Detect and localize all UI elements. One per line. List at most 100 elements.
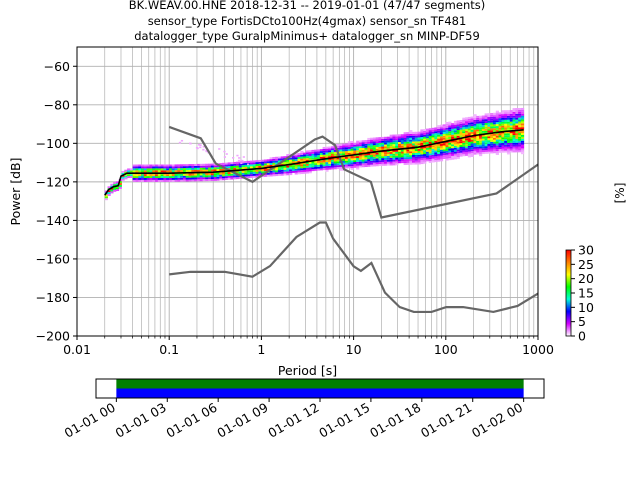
heatmap-cell: [110, 185, 114, 188]
heatmap-cell: [129, 170, 134, 173]
heatmap-cell: [398, 159, 402, 162]
heatmap-cell: [398, 149, 402, 152]
high-noise-model-line: [168, 125, 539, 219]
heatmap-cell: [400, 134, 405, 137]
heatmap-cell: [213, 165, 217, 168]
heatmap-cell: [350, 152, 354, 155]
heatmap-cell: [487, 136, 491, 139]
heatmap-cell: [213, 175, 217, 178]
heatmap-cell: [384, 156, 388, 158]
heatmap-cell: [451, 148, 455, 151]
heatmap-cell: [132, 164, 136, 167]
heatmap-cell: [129, 168, 134, 171]
heatmap-cell: [467, 155, 472, 158]
heatmap-cell: [481, 123, 486, 126]
heatmap-cell: [342, 143, 346, 146]
heatmap-cell: [414, 143, 418, 146]
heatmap-cell: [501, 135, 505, 138]
heatmap-cell: [492, 139, 497, 142]
heatmap-cell: [492, 149, 497, 152]
heatmap-cell: [166, 179, 170, 182]
heatmap-cell: [504, 110, 508, 113]
heatmap-cell: [506, 117, 511, 120]
heatmap-cell: [180, 179, 184, 182]
heatmap-cell: [428, 157, 432, 160]
heatmap-cell: [314, 163, 318, 166]
heatmap-cell: [386, 142, 391, 145]
heatmap-cell: [364, 140, 368, 142]
heatmap-cell: [406, 139, 410, 142]
heatmap-cell: [392, 134, 396, 137]
heatmap-cell: [467, 147, 472, 150]
heatmap-cell: [210, 173, 215, 176]
heatmap-cell: [506, 131, 511, 134]
heatmap-cell: [358, 144, 363, 147]
heatmap-cell: [420, 154, 424, 157]
heatmap-cell: [445, 143, 449, 146]
heatmap-cell: [501, 125, 505, 128]
heatmap-cell: [241, 161, 245, 164]
heatmap-cell: [484, 119, 488, 122]
heatmap-cell: [227, 162, 231, 165]
heatmap-cell: [261, 165, 265, 168]
heatmap-cell: [188, 175, 192, 178]
heatmap-cell: [289, 161, 293, 164]
heatmap-cell: [431, 158, 435, 161]
heatmap-cell: [384, 157, 388, 160]
heatmap-cell: [319, 154, 324, 157]
heatmap-cell: [367, 164, 371, 167]
heatmap-cell: [451, 146, 455, 149]
heatmap-cell: [506, 137, 511, 140]
heatmap-cell: [509, 110, 513, 113]
heatmap-cell: [456, 122, 460, 125]
heatmap-cell: [481, 152, 486, 155]
heatmap-cell: [244, 170, 248, 173]
heatmap-cell: [431, 152, 435, 155]
heatmap-cell: [381, 138, 385, 141]
heatmap-cell: [255, 169, 259, 172]
heatmap-cell: [381, 142, 385, 145]
heatmap-cell: [423, 130, 427, 133]
heatmap-cell: [451, 144, 455, 147]
heatmap-cell: [149, 166, 153, 169]
heatmap-cell: [504, 141, 508, 143]
heatmap-cell: [241, 165, 245, 168]
heatmap-cell: [520, 132, 525, 135]
heatmap-cell: [367, 153, 371, 156]
heatmap-cell: [501, 148, 505, 151]
heatmap-cell: [512, 146, 516, 149]
heatmap-cell: [132, 174, 136, 177]
heatmap-cell: [409, 139, 413, 142]
heatmap-cell: [375, 141, 379, 144]
heatmap-cell: [241, 174, 245, 177]
heatmap-cell: [417, 133, 421, 136]
heatmap-cell: [459, 133, 463, 136]
heatmap-cell: [512, 133, 516, 136]
heatmap-cell: [479, 154, 483, 157]
heatmap-cell: [442, 128, 446, 131]
heatmap-cell: [423, 134, 427, 137]
heatmap-cell: [277, 173, 282, 176]
heatmap-cell: [490, 147, 494, 150]
heatmap-cell: [434, 144, 438, 147]
heatmap-cell: [277, 158, 282, 161]
heatmap-cell: [328, 152, 332, 155]
heatmap-cell: [417, 147, 421, 150]
heatmap-cell: [289, 157, 293, 160]
heatmap-cell: [448, 137, 452, 139]
heatmap-cell: [319, 160, 324, 163]
heatmap-cell: [247, 176, 251, 179]
heatmap-cell: [370, 158, 374, 161]
heatmap-cell: [272, 160, 276, 163]
heatmap-cell: [484, 138, 488, 141]
heatmap-cell: [479, 119, 483, 122]
heatmap-cell: [185, 166, 189, 169]
heatmap-cell: [275, 170, 279, 173]
heatmap-cell: [218, 148, 221, 150]
heatmap-cell: [277, 170, 282, 173]
heatmap-cell: [381, 146, 385, 149]
heatmap-cell: [406, 159, 410, 161]
heatmap-cell: [143, 166, 148, 169]
heatmap-cell: [171, 176, 175, 178]
heatmap-cell: [456, 145, 460, 148]
